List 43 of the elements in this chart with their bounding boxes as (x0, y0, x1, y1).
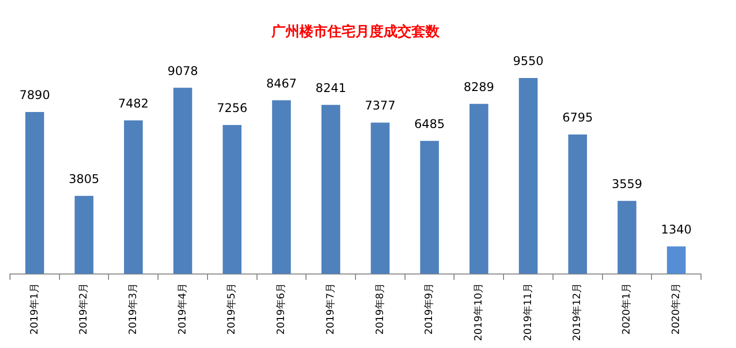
x-tick-label: 2019年10月 (472, 282, 484, 342)
x-tick-label: 2019年8月 (374, 282, 386, 335)
x-tick-label: 2019年11月 (522, 282, 534, 342)
bar (618, 200, 636, 274)
x-tick-label: 2019年4月 (176, 282, 188, 335)
data-label: 8467 (266, 76, 297, 90)
x-tick-label: 2019年12月 (571, 282, 584, 342)
bar (173, 88, 192, 274)
chart-title: 广州楼市住宅月度成交套数 (270, 23, 440, 40)
bar (518, 78, 538, 274)
data-label: 9078 (167, 64, 198, 78)
bar (666, 246, 686, 274)
data-label: 7377 (364, 98, 396, 113)
data-label: 1340 (661, 222, 692, 236)
bar (568, 134, 587, 274)
bar (272, 100, 291, 274)
bar (470, 104, 488, 274)
x-tick-label: 2019年2月 (78, 282, 90, 335)
x-tick-label: 2019年3月 (126, 282, 139, 335)
data-label: 3805 (68, 172, 100, 186)
x-tick-label: 2019年6月 (275, 282, 288, 335)
data-label: 8289 (464, 80, 494, 94)
bar (420, 140, 439, 274)
bar (321, 104, 340, 274)
data-label: 7482 (118, 96, 149, 111)
data-label: 6795 (562, 110, 593, 125)
bar (25, 112, 44, 274)
x-tick-label: 2019年5月 (226, 282, 238, 335)
data-label: 7890 (19, 88, 50, 102)
data-label: 9550 (512, 54, 544, 68)
bar (74, 196, 94, 274)
bar (124, 120, 143, 274)
bar (222, 125, 242, 274)
data-label: 7256 (216, 101, 248, 116)
x-tick-label: 2019年1月 (28, 282, 40, 335)
x-tick-label: 2019年9月 (423, 282, 436, 335)
data-label: 3559 (612, 176, 642, 191)
x-tick-label: 2020年2月 (670, 282, 682, 335)
x-tick-label: 2020年1月 (620, 282, 633, 335)
x-tick-label: 2019年7月 (324, 282, 336, 335)
bar (370, 122, 390, 274)
data-label: 6485 (414, 116, 445, 131)
data-label: 8241 (316, 80, 346, 95)
